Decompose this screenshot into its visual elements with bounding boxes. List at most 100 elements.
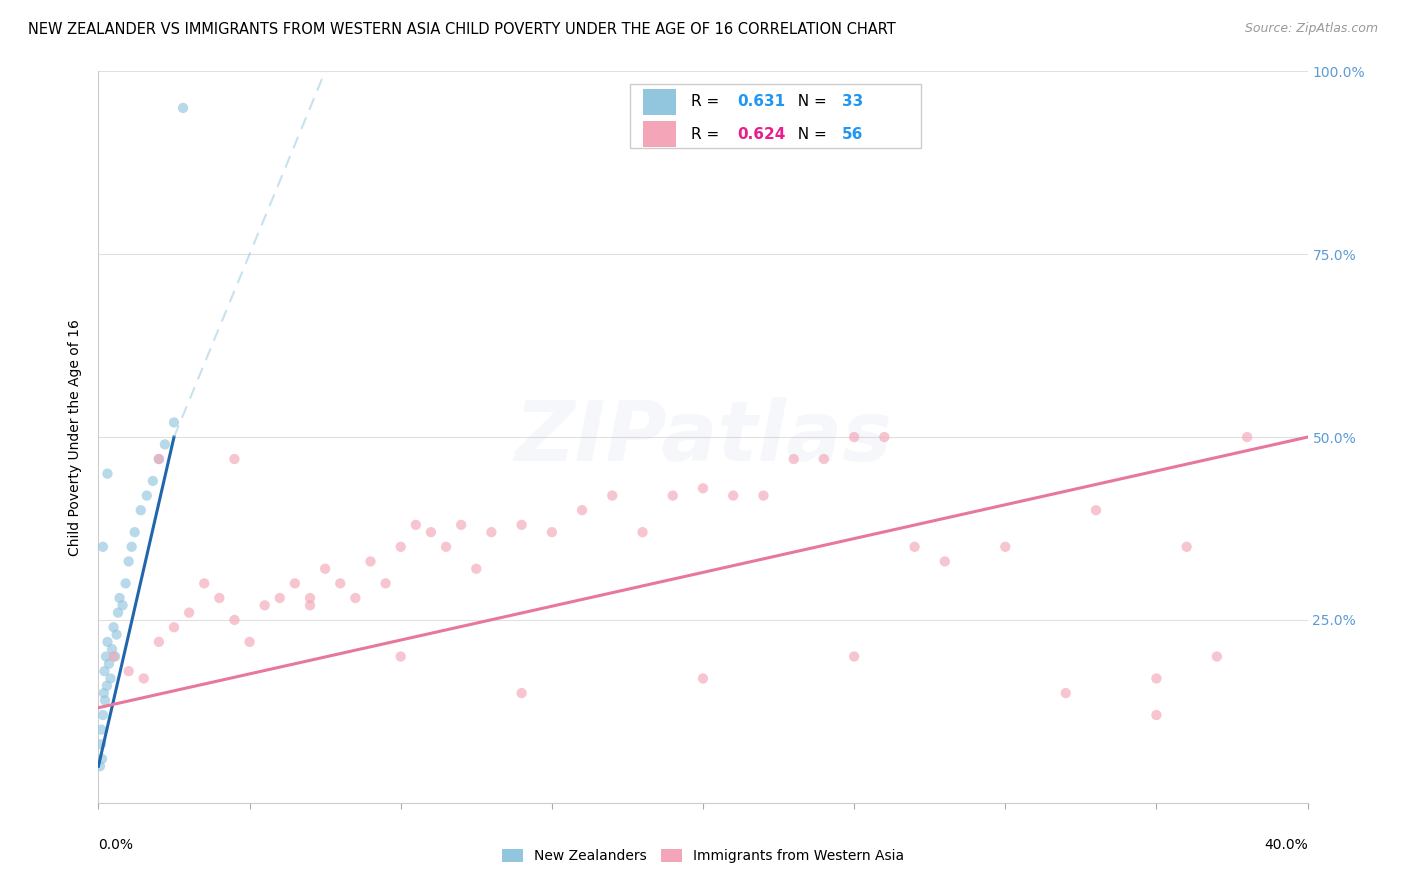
Point xyxy=(118,664,141,678)
Point xyxy=(723,489,745,503)
Point xyxy=(465,562,488,576)
Point xyxy=(96,679,118,693)
Point xyxy=(344,591,367,605)
Point xyxy=(121,540,143,554)
Point xyxy=(873,430,896,444)
Point xyxy=(692,672,714,686)
Point xyxy=(844,430,866,444)
Point xyxy=(118,554,141,568)
Point xyxy=(934,554,956,568)
Point xyxy=(510,517,533,532)
Point xyxy=(101,642,124,657)
Point xyxy=(179,606,201,620)
Point xyxy=(1146,672,1168,686)
Point xyxy=(93,664,115,678)
FancyBboxPatch shape xyxy=(643,120,676,147)
Point xyxy=(98,657,121,671)
Legend: New Zealanders, Immigrants from Western Asia: New Zealanders, Immigrants from Western … xyxy=(496,844,910,869)
Point xyxy=(153,437,176,451)
Point xyxy=(163,416,186,430)
Y-axis label: Child Poverty Under the Age of 16: Child Poverty Under the Age of 16 xyxy=(69,318,83,556)
Point xyxy=(89,759,111,773)
Text: 56: 56 xyxy=(842,127,863,142)
Point xyxy=(148,452,170,467)
FancyBboxPatch shape xyxy=(643,88,676,115)
Point xyxy=(91,708,114,723)
Point xyxy=(132,672,155,686)
Point xyxy=(450,517,472,532)
Text: R =: R = xyxy=(690,127,724,142)
Point xyxy=(90,737,112,751)
Point xyxy=(239,635,262,649)
Point xyxy=(314,562,336,576)
Text: 0.631: 0.631 xyxy=(737,95,785,110)
Point xyxy=(114,576,136,591)
Text: NEW ZEALANDER VS IMMIGRANTS FROM WESTERN ASIA CHILD POVERTY UNDER THE AGE OF 16 : NEW ZEALANDER VS IMMIGRANTS FROM WESTERN… xyxy=(28,22,896,37)
Point xyxy=(752,489,775,503)
Point xyxy=(148,452,170,467)
Point xyxy=(481,525,503,540)
Point xyxy=(172,101,194,115)
Point xyxy=(148,635,170,649)
Point xyxy=(360,554,382,568)
FancyBboxPatch shape xyxy=(630,84,921,148)
Point xyxy=(124,525,146,540)
Point xyxy=(540,525,562,540)
Point xyxy=(405,517,427,532)
Point xyxy=(813,452,835,467)
Point xyxy=(163,620,186,634)
Text: N =: N = xyxy=(787,127,831,142)
Point xyxy=(108,591,131,605)
Point xyxy=(96,635,118,649)
Text: Source: ZipAtlas.com: Source: ZipAtlas.com xyxy=(1244,22,1378,36)
Point xyxy=(389,649,412,664)
Point xyxy=(1054,686,1077,700)
Point xyxy=(135,489,157,503)
Point xyxy=(374,576,396,591)
Point xyxy=(208,591,231,605)
Text: 0.0%: 0.0% xyxy=(98,838,134,852)
Point xyxy=(269,591,291,605)
Point xyxy=(94,693,117,707)
Point xyxy=(661,489,683,503)
Point xyxy=(994,540,1017,554)
Point xyxy=(1146,708,1168,723)
Point xyxy=(602,489,624,503)
Point xyxy=(91,752,114,766)
Point xyxy=(299,599,322,613)
Point xyxy=(103,649,125,664)
Text: R =: R = xyxy=(690,95,724,110)
Point xyxy=(104,649,127,664)
Point xyxy=(631,525,654,540)
Point xyxy=(111,599,134,613)
Point xyxy=(103,620,125,634)
Point xyxy=(844,649,866,664)
Point xyxy=(571,503,593,517)
Text: N =: N = xyxy=(787,95,831,110)
Point xyxy=(96,467,118,481)
Point xyxy=(299,591,322,605)
Point xyxy=(420,525,443,540)
Point xyxy=(100,672,122,686)
Point xyxy=(510,686,533,700)
Point xyxy=(783,452,806,467)
Point xyxy=(434,540,457,554)
Point xyxy=(904,540,927,554)
Point xyxy=(105,627,128,641)
Point xyxy=(224,452,246,467)
Point xyxy=(1206,649,1229,664)
Point xyxy=(129,503,152,517)
Point xyxy=(389,540,412,554)
Text: 40.0%: 40.0% xyxy=(1264,838,1308,852)
Point xyxy=(692,481,714,495)
Point xyxy=(284,576,307,591)
Point xyxy=(94,649,117,664)
Text: 33: 33 xyxy=(842,95,863,110)
Point xyxy=(93,686,115,700)
Point xyxy=(193,576,215,591)
Text: ZIPatlas: ZIPatlas xyxy=(515,397,891,477)
Point xyxy=(91,540,114,554)
Point xyxy=(1236,430,1258,444)
Point xyxy=(107,606,129,620)
Point xyxy=(329,576,352,591)
